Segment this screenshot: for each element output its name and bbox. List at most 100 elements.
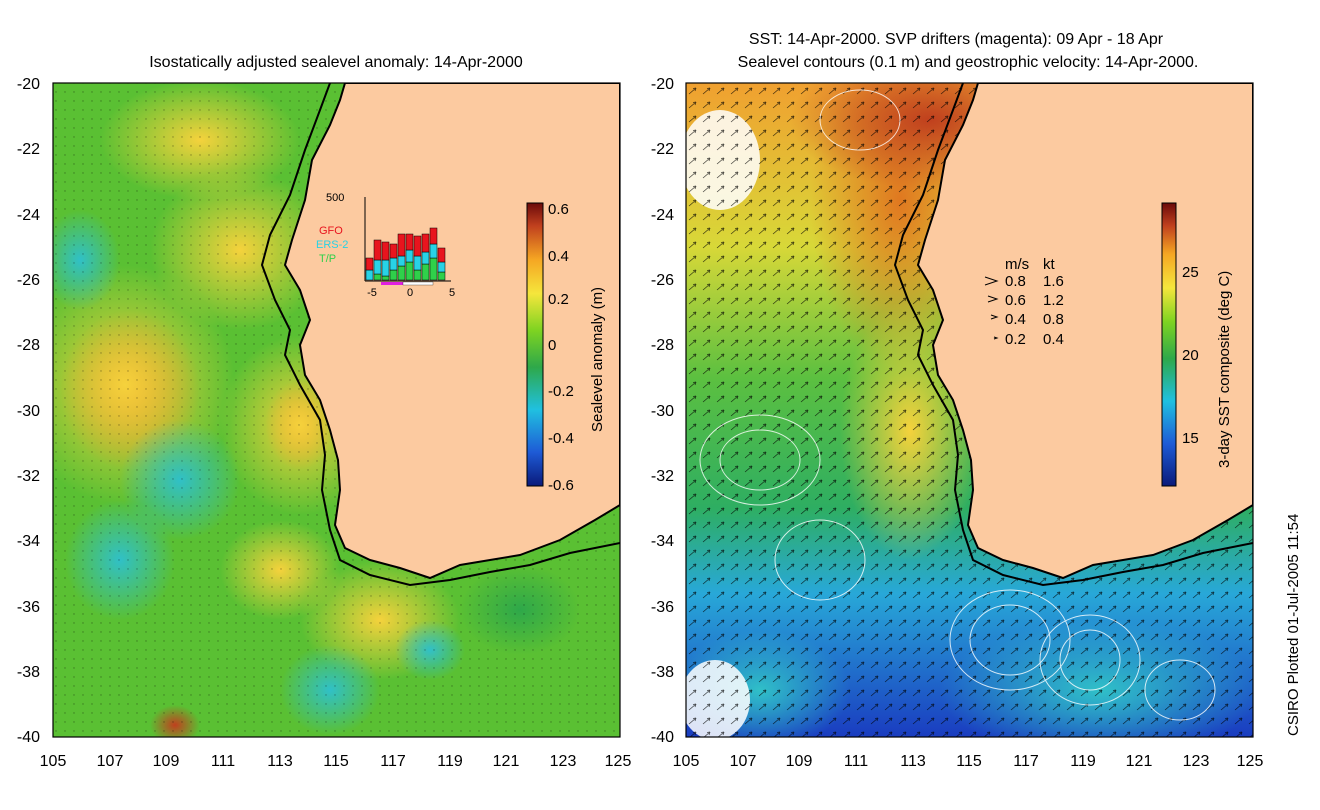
velocity-legend-header-kt: kt: [1043, 256, 1056, 273]
sla-colorbar-tick: -0.2: [548, 383, 574, 400]
inset-ymax-label: 500: [326, 192, 344, 204]
lat-tick: -24: [17, 207, 40, 224]
inset-bar-segment: [381, 275, 390, 281]
lon-tick: 117: [1013, 753, 1039, 770]
lat-tick: -28: [17, 337, 40, 354]
sealevel-anomaly-map: [53, 83, 620, 737]
sst-colorbar-ramp: [1161, 202, 1177, 487]
inset-bar-segment: [437, 271, 446, 281]
lon-tick: 119: [437, 753, 463, 770]
lon-tick: 123: [550, 753, 577, 770]
continental-shelf-contour: [893, 83, 1253, 587]
left-map-frame: [52, 82, 621, 738]
inset-legend-ers2: ERS-2: [316, 239, 348, 251]
lat-tick: -32: [17, 468, 40, 485]
inset-bar-segment: [429, 257, 438, 281]
inset-time-marker: [381, 282, 403, 285]
inset-bar-segment: [413, 269, 422, 281]
lon-tick: 109: [153, 753, 180, 770]
inset-bar-segment: [437, 247, 446, 263]
lon-tick: 119: [1070, 753, 1096, 770]
lat-tick: -20: [651, 76, 674, 93]
sla-colorbar-tick: -0.6: [548, 477, 574, 494]
inset-bar-segment: [389, 257, 398, 271]
velocity-arrow-icon: [990, 314, 999, 320]
velocity-legend-ms: 0.6: [1005, 292, 1026, 309]
sst-colorbar: 25 20 15 3-day SST composite (deg C): [1161, 202, 1233, 487]
lon-tick: 115: [956, 753, 982, 770]
lat-tick: -24: [651, 207, 674, 224]
lat-tick: -26: [651, 272, 674, 289]
velocity-legend-kt: 0.8: [1043, 311, 1064, 328]
inset-bar-segment: [381, 259, 390, 277]
lat-tick: -22: [651, 141, 674, 158]
left-lon-ticks: 105 107 109 111 113 115 117 119 121 123 …: [40, 753, 632, 770]
left-lat-ticks: -20 -22 -24 -26 -28 -30 -32 -34 -36 -38 …: [17, 76, 40, 746]
lat-tick: -26: [17, 272, 40, 289]
lat-tick: -28: [651, 337, 674, 354]
right-panel-title-line1: SST: 14-Apr-2000. SVP drifters (magenta)…: [749, 31, 1164, 48]
lat-tick: -38: [651, 664, 674, 681]
inset-bar-segment: [397, 255, 406, 267]
lat-tick: -36: [651, 599, 674, 616]
lat-tick: -30: [17, 403, 40, 420]
lon-tick: 107: [730, 753, 757, 770]
lon-tick: 105: [673, 753, 700, 770]
lon-tick: 113: [267, 753, 293, 770]
lat-tick: -40: [651, 729, 674, 746]
lon-tick: 105: [40, 753, 67, 770]
inset-bar-segment: [389, 269, 398, 281]
lon-tick: 111: [844, 753, 868, 770]
inset-bar-segment: [397, 265, 406, 281]
sealevel-contours: [699, 89, 1216, 721]
velocity-legend-ms: 0.2: [1005, 331, 1026, 348]
lat-tick: -22: [17, 141, 40, 158]
sla-colorbar-label: Sealevel anomaly (m): [589, 287, 606, 432]
lon-tick: 125: [1237, 753, 1264, 770]
velocity-legend-kt: 1.2: [1043, 292, 1064, 309]
velocity-legend-ms: 0.4: [1005, 311, 1026, 328]
inset-bar-segment: [373, 259, 382, 275]
inset-bar-segment: [405, 233, 414, 251]
inset-legend-gfo: GFO: [319, 225, 343, 237]
lon-tick: 117: [380, 753, 406, 770]
inset-bar-segment: [365, 269, 374, 281]
right-panel-title-line2: Sealevel contours (0.1 m) and geostrophi…: [738, 54, 1199, 71]
left-panel-title: Isostatically adjusted sealevel anomaly:…: [149, 54, 523, 71]
sla-colorbar: 0.6 0.4 0.2 0 -0.2 -0.4 -0.6 Sealevel an…: [526, 201, 606, 494]
sla-colorbar-tick: 0: [548, 337, 556, 354]
right-lon-ticks: 105 107 109 111 113 115 117 119 121 123 …: [673, 753, 1264, 770]
inset-bar-segment: [413, 255, 422, 271]
inset-bar-segment: [397, 233, 406, 257]
lon-tick: 109: [786, 753, 813, 770]
lat-tick: -34: [651, 533, 674, 550]
lat-tick: -20: [17, 76, 40, 93]
velocity-arrow-icon: [993, 336, 999, 340]
lon-tick: 107: [97, 753, 124, 770]
velocity-legend-kt: 0.4: [1043, 331, 1064, 348]
inset-bar-segment: [421, 251, 430, 265]
inset-bar-segment: [429, 243, 438, 259]
inset-bar-segment: [413, 235, 422, 257]
velocity-arrow-icon: [987, 295, 999, 303]
sla-colorbar-ramp: [526, 202, 544, 487]
sst-colorbar-label: 3-day SST composite (deg C): [1216, 271, 1233, 468]
inset-xtick: -5: [367, 287, 377, 299]
lon-tick: 115: [323, 753, 349, 770]
inset-bars: [365, 227, 446, 281]
inset-time-marker: [402, 281, 434, 286]
sst-colorbar-tick: 25: [1182, 264, 1199, 281]
lat-tick: -34: [17, 533, 40, 550]
inset-bar-segment: [373, 273, 382, 281]
lon-tick: 111: [211, 753, 235, 770]
velocity-legend-ms: 0.8: [1005, 273, 1026, 290]
inset-legend-tp: T/P: [319, 253, 336, 265]
sla-colorbar-tick: 0.2: [548, 291, 569, 308]
continental-shelf-contour: [260, 83, 620, 587]
lat-tick: -40: [17, 729, 40, 746]
right-map-frame: [685, 82, 1254, 738]
lon-tick: 123: [1183, 753, 1210, 770]
velocity-legend-kt: 1.6: [1043, 273, 1064, 290]
lon-tick: 125: [605, 753, 632, 770]
